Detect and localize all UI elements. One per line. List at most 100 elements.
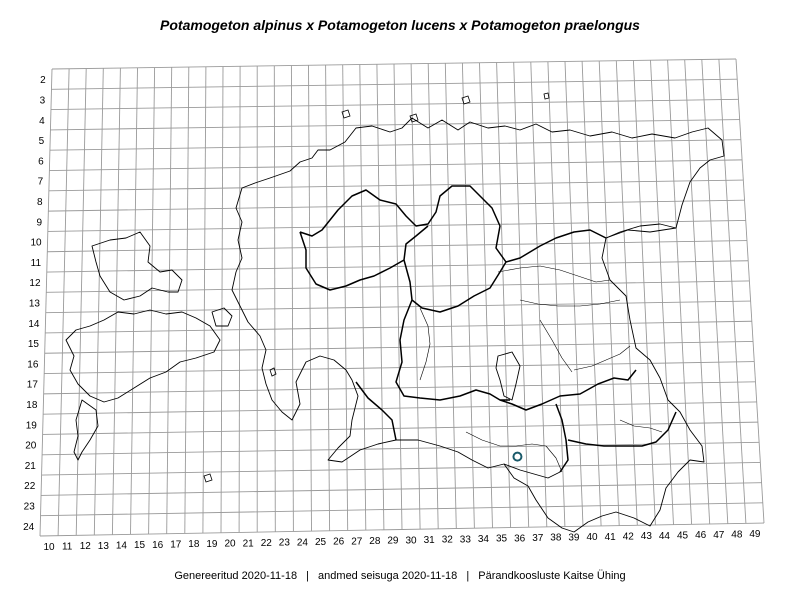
grid-line-vertical <box>220 66 224 533</box>
row-label: 24 <box>23 522 35 533</box>
grid-line-horizontal <box>47 219 746 232</box>
column-label: 16 <box>152 540 164 551</box>
grid-line-vertical <box>166 67 173 534</box>
column-label: 41 <box>605 532 617 543</box>
grid-labels: 2345678910111213141516171819202122232410… <box>23 75 761 553</box>
grid-line-vertical <box>376 64 385 530</box>
column-label: 20 <box>224 539 236 550</box>
column-label: 23 <box>279 538 291 549</box>
grid-line-vertical <box>427 63 439 529</box>
grid-line-horizontal <box>43 401 757 415</box>
eastern-border <box>605 223 677 239</box>
grid-line-horizontal <box>41 462 761 476</box>
column-label: 43 <box>641 531 653 542</box>
grid-line-vertical <box>111 67 121 535</box>
grid-line-vertical <box>598 60 620 526</box>
footer-separator: | <box>466 570 470 582</box>
grid-line-vertical <box>359 64 367 531</box>
column-label: 42 <box>623 531 635 542</box>
column-label: 33 <box>460 534 472 545</box>
column-label: 15 <box>134 540 146 551</box>
column-label: 34 <box>478 534 490 545</box>
footer-separator: | <box>306 570 309 582</box>
footer-generated: Genereeritud 2020-11-18 <box>174 570 298 582</box>
grid-line-vertical <box>735 58 765 524</box>
grid-line-horizontal <box>44 361 755 375</box>
grid-line-horizontal <box>45 320 752 334</box>
footer: Genereeritud 2020-11-18 | andmed seisuga… <box>0 570 800 582</box>
row-label: 4 <box>39 116 45 127</box>
grid-line-vertical <box>479 62 493 528</box>
grid-line-horizontal <box>50 98 739 111</box>
column-label: 24 <box>297 537 309 548</box>
row-label: 23 <box>24 502 36 513</box>
row-label: 21 <box>25 461 37 472</box>
grid-line-horizontal <box>51 58 737 70</box>
grid-line-vertical <box>667 59 693 525</box>
grid-line-vertical <box>718 59 747 524</box>
grid-line-vertical <box>632 60 656 525</box>
column-label: 39 <box>568 532 580 543</box>
occurrence-marker[interactable] <box>512 451 523 462</box>
row-label: 18 <box>26 400 38 411</box>
grid-line-vertical <box>57 68 70 536</box>
column-label: 45 <box>677 530 689 541</box>
island-kihnu <box>269 367 277 377</box>
row-label: 3 <box>40 95 46 106</box>
county-borders <box>299 185 677 473</box>
row-label: 8 <box>37 197 43 208</box>
row-label: 7 <box>38 177 44 188</box>
footer-organization: Pärandkoosluste Kaitse Ühing <box>478 570 626 582</box>
row-label: 5 <box>39 136 45 147</box>
grid-line-horizontal <box>45 300 751 314</box>
column-label: 29 <box>387 536 399 547</box>
column-label: 40 <box>586 532 598 543</box>
grid-line-vertical <box>393 63 403 530</box>
row-label: 11 <box>31 258 42 269</box>
grid-line-vertical <box>564 61 584 527</box>
row-label: 19 <box>26 420 38 431</box>
grid-line-vertical <box>581 61 602 526</box>
column-label: 26 <box>333 537 345 548</box>
column-label: 44 <box>659 531 671 542</box>
grid-line-horizontal <box>47 240 747 253</box>
grid-line-vertical <box>39 68 53 537</box>
grid-line-vertical <box>130 67 138 535</box>
parish-borders <box>419 265 663 473</box>
column-label: 13 <box>98 541 110 552</box>
island-small-1 <box>341 109 351 119</box>
column-label: 35 <box>496 534 508 545</box>
grid-line-vertical <box>701 59 729 524</box>
column-label: 25 <box>315 537 327 548</box>
column-label: 32 <box>442 535 454 546</box>
grid-line-vertical <box>148 67 156 535</box>
grid-line-vertical <box>496 62 512 528</box>
grid-line-horizontal <box>51 78 738 90</box>
grid-line-vertical <box>273 65 276 532</box>
grid-line-vertical <box>513 62 530 528</box>
row-label: 13 <box>29 299 41 310</box>
footer-data-state: andmed seisuga 2020-11-18 <box>318 570 458 582</box>
grid-line-horizontal <box>50 119 740 131</box>
row-label: 22 <box>24 481 36 492</box>
column-label: 47 <box>713 530 725 541</box>
column-label: 37 <box>532 533 544 544</box>
row-label: 20 <box>25 441 37 452</box>
grid-line-vertical <box>325 64 331 531</box>
row-label: 10 <box>30 238 42 249</box>
estonia-outline <box>65 92 725 533</box>
map-title: Potamogeton alpinus x Potamogeton lucens… <box>160 17 640 33</box>
row-label: 6 <box>38 156 44 167</box>
island-hiiumaa <box>91 231 183 301</box>
grid-line-horizontal <box>49 159 743 171</box>
column-label: 18 <box>188 539 200 550</box>
column-label: 12 <box>80 541 92 552</box>
column-label: 30 <box>405 535 417 546</box>
column-label: 48 <box>731 529 743 540</box>
grid-line-vertical <box>184 66 190 534</box>
grid-line-horizontal <box>42 421 758 435</box>
column-label: 22 <box>261 538 273 549</box>
column-label: 10 <box>43 542 55 553</box>
record-markers <box>512 451 523 462</box>
column-label: 21 <box>243 538 255 549</box>
